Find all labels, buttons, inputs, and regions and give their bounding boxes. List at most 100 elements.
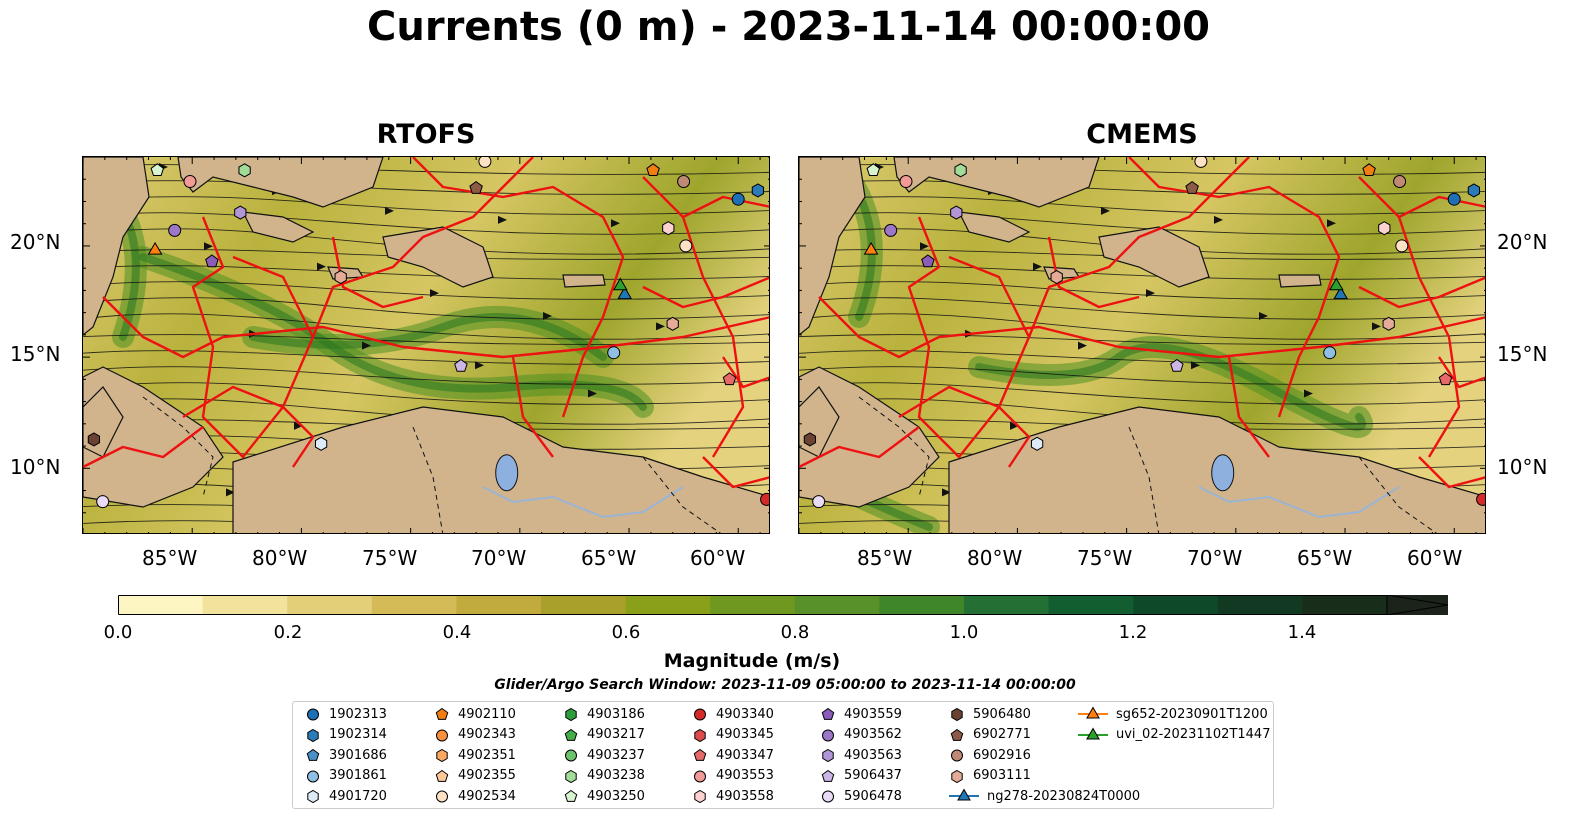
lon-tick-label: 75°W: [362, 546, 418, 570]
argo-float-marker: [884, 223, 898, 237]
legend-entry: 4903559: [820, 706, 902, 722]
eez-boundary: [642, 276, 769, 309]
legend-entry: 4903340: [692, 706, 774, 722]
legend-entry: 4903553: [692, 768, 774, 784]
argo-float-marker: [1194, 157, 1208, 168]
glider-marker: [612, 277, 628, 291]
eez-boundary: [642, 176, 745, 458]
legend-entry: 6903111: [949, 768, 1031, 784]
legend-label: 4903340: [716, 706, 774, 722]
streamline: [83, 366, 769, 385]
eez-boundary: [182, 385, 315, 468]
glider-marker: [617, 286, 633, 300]
argo-float-marker: [1393, 175, 1407, 188]
eez-boundary: [83, 426, 204, 469]
eez-boundary: [799, 426, 920, 469]
legend-entry: 4903217: [563, 727, 645, 743]
streamline-arrow: [611, 219, 620, 228]
glider-marker: [863, 241, 879, 255]
legend-entry: 4902534: [434, 788, 516, 804]
eez-boundary: [191, 216, 315, 459]
eez-boundary: [1438, 356, 1485, 389]
argo-float-marker: [751, 183, 765, 198]
legend-label: 4902343: [458, 727, 516, 742]
argo-float-marker: [812, 495, 826, 509]
eez-boundary: [938, 316, 1485, 359]
eez-boundary: [818, 296, 940, 359]
streamline-arrow: [204, 242, 213, 251]
legend-label: 6902916: [973, 747, 1031, 763]
streamline-arrow: [1191, 361, 1200, 370]
legend-marker-icon: [564, 728, 578, 741]
eez-boundary: [331, 236, 424, 309]
argo-float-marker: [1378, 221, 1391, 236]
argo-float-marker: [1476, 492, 1485, 506]
eez-boundary: [222, 316, 769, 359]
legend-marker-icon: [435, 769, 449, 782]
streamline-arrow: [317, 262, 326, 271]
colorbar-segment: [118, 595, 204, 615]
colorbar-segment: [1217, 595, 1304, 615]
legend-marker-icon: [693, 748, 707, 761]
legend-entry: 1902314: [305, 727, 387, 743]
legend: 1902313 1902314 3901686 3901861 4901720 49021…: [292, 701, 1274, 809]
legend-entry: 4903250: [563, 788, 645, 804]
streamline-arrow: [1078, 341, 1087, 350]
glider-marker: [147, 241, 163, 255]
argo-float-marker: [731, 192, 745, 206]
legend-marker-icon: [1078, 726, 1108, 739]
legend-label: 4902110: [458, 706, 516, 722]
legend-label: uvi_02-20231102T1447: [1116, 727, 1271, 742]
legend-marker-icon: [822, 790, 834, 803]
argo-float-marker: [87, 432, 101, 447]
map-panel-rtofs[interactable]: [82, 156, 770, 534]
current-jet-core: [139, 253, 647, 411]
river: [1198, 486, 1400, 519]
legend-marker-icon: [821, 769, 835, 782]
colorbar-segment: [287, 595, 373, 615]
legend-label: 4903347: [716, 747, 774, 763]
argo-float-marker: [334, 270, 347, 285]
legend-entry: 5906478: [820, 788, 902, 804]
eez-boundary: [1358, 176, 1461, 458]
legend-marker-icon: [951, 749, 963, 762]
colorbar-tick-label: 1.4: [1287, 622, 1317, 643]
legend-entry: 4903563: [820, 747, 902, 763]
legend-marker-icon: [694, 708, 706, 721]
legend-label: 4903558: [716, 788, 774, 804]
colorbar-segment: [1302, 595, 1388, 615]
legend-marker-icon: [950, 728, 964, 741]
legend-label: 3901861: [329, 768, 387, 783]
streamline-arrow: [543, 312, 552, 321]
streamline: [799, 382, 1485, 405]
argo-float-marker: [168, 223, 182, 237]
colorbar-segment: [794, 595, 881, 615]
legend-entry: 1902313: [305, 706, 387, 722]
legend-marker-icon: [951, 707, 963, 722]
streamline-arrow: [294, 421, 303, 430]
map-panel-cmems[interactable]: [798, 156, 1486, 534]
argo-float-marker: [722, 372, 737, 386]
argo-float-marker: [950, 205, 963, 220]
glider-marker: [1328, 277, 1344, 291]
argo-float-marker: [205, 254, 219, 268]
panel-title-rtofs: RTOFS: [376, 119, 476, 150]
legend-label: 4903563: [844, 747, 902, 763]
eez-boundary: [1358, 276, 1485, 309]
eez-boundary: [412, 157, 625, 418]
legend-marker-icon: [565, 707, 577, 722]
legend-label: 1902314: [329, 727, 387, 742]
legend-marker-icon: [307, 770, 319, 782]
lon-tick-label: 65°W: [581, 546, 637, 570]
lat-tick-label: 10°N: [1497, 455, 1548, 479]
legend-label: 4903553: [716, 768, 774, 783]
river: [482, 486, 684, 519]
legend-entry: 4903345: [692, 727, 774, 743]
lon-tick-label: 60°W: [690, 546, 746, 570]
legend-entry: 4902343: [434, 727, 516, 743]
colorbar-tick-label: 0.6: [611, 622, 641, 643]
legend-entry: 6902916: [949, 747, 1031, 763]
colorbar-segment: [456, 595, 542, 615]
lon-tick-label: 70°W: [471, 546, 527, 570]
legend-marker-icon: [564, 789, 578, 802]
